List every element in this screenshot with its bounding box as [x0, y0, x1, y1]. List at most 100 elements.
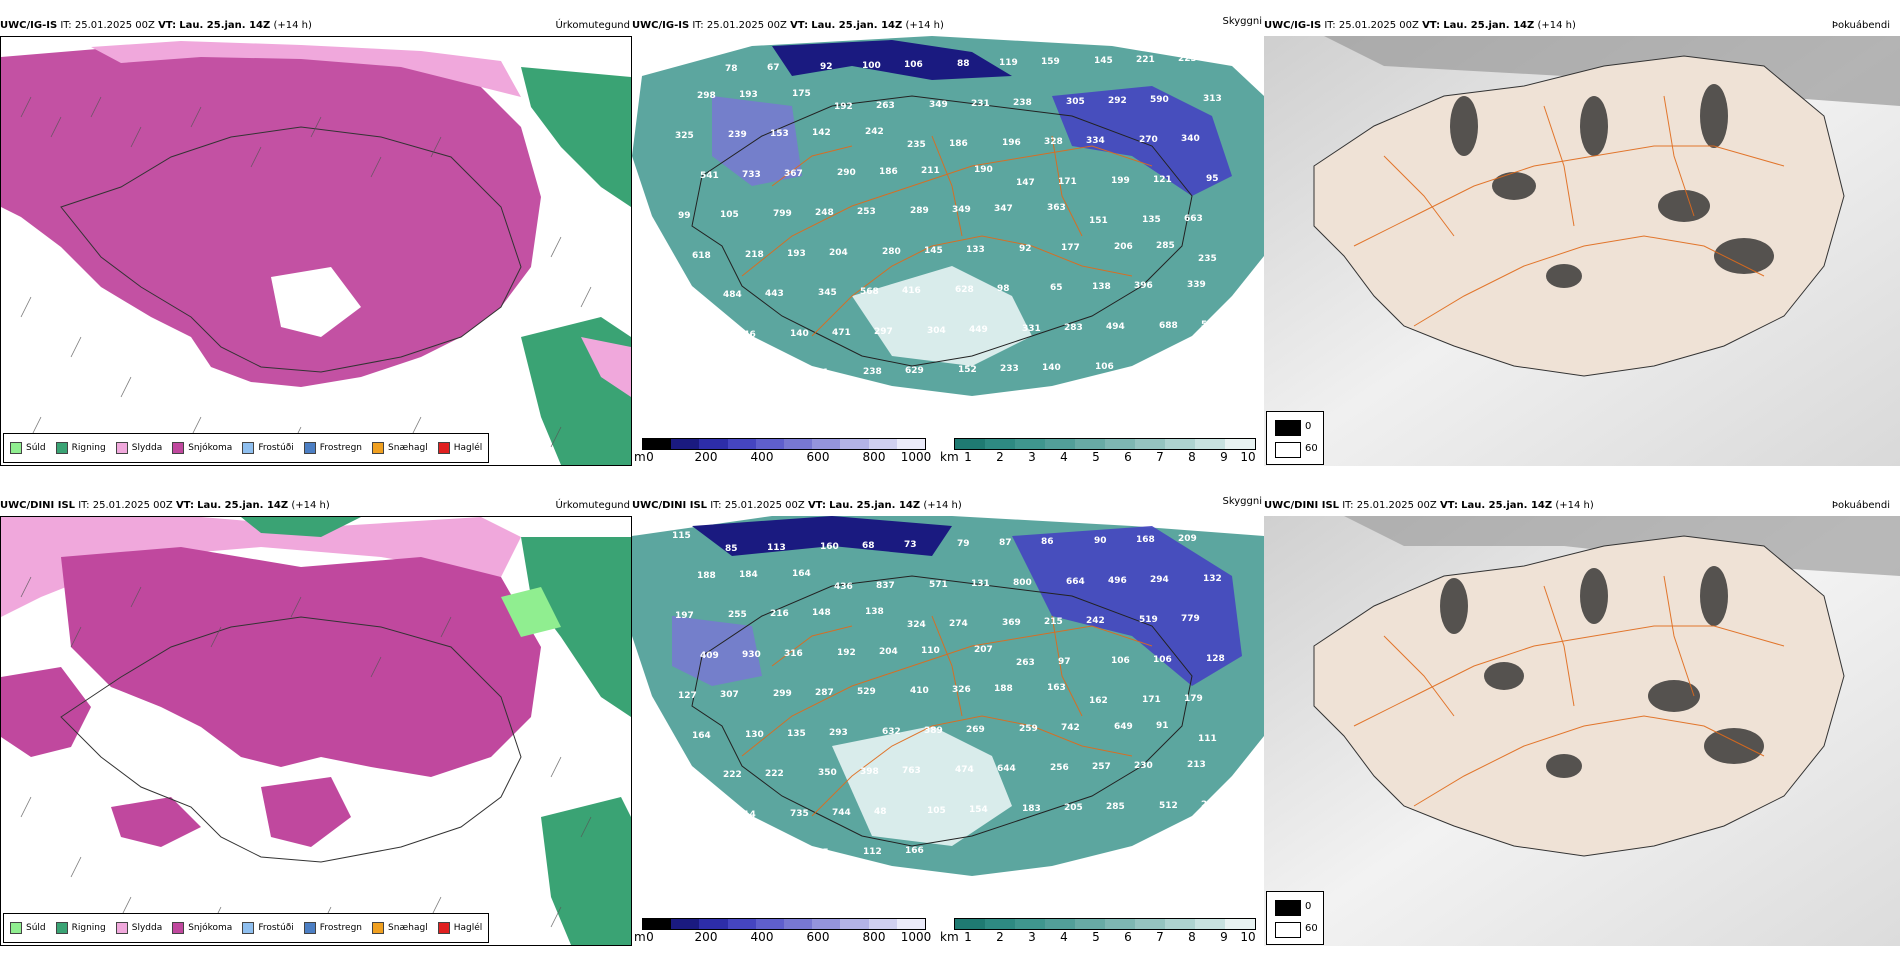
vt-value: Lau. 25.jan. 14Z — [197, 500, 289, 511]
cloud-base-label: 65 — [1050, 283, 1063, 293]
cloud-base-label: 188 — [994, 684, 1013, 694]
cloud-base-label: 363 — [1047, 203, 1066, 213]
vt-label: VT: — [807, 500, 826, 511]
tick-label: 9 — [1220, 930, 1228, 944]
cloud-base-label: 127 — [678, 691, 697, 701]
cloud-base-label: 257 — [1092, 762, 1111, 772]
fog-map-svg — [1264, 36, 1900, 466]
tick-label: 3 — [1028, 930, 1036, 944]
cloud-base-label: 192 — [834, 102, 853, 112]
cloud-base-label: 248 — [815, 208, 834, 218]
cloud-base-label: 307 — [720, 690, 739, 700]
cloud-base-label: 110 — [921, 646, 940, 656]
legend-swatch — [10, 922, 22, 934]
cloud-base-label: 269 — [966, 725, 985, 735]
cloud-base-label: 416 — [902, 286, 921, 296]
snow-sw — [111, 797, 201, 847]
cloud-base-label: 263 — [1016, 658, 1035, 668]
cloud-base-label: 290 — [837, 168, 856, 178]
cloud-base-label: 763 — [902, 766, 921, 776]
cloud-base-ne — [1052, 86, 1232, 196]
cloud-base-label: 324 — [907, 620, 926, 630]
cloud-base-label: 128 — [1206, 654, 1225, 664]
wind-barbs — [20, 96, 592, 448]
legend-label: Snæhagl — [388, 443, 428, 453]
coastline — [60, 126, 522, 373]
tick-label: 6 — [1124, 930, 1132, 944]
model-name: UWC/DINI ISL — [632, 500, 708, 511]
fog-swatch — [1275, 922, 1301, 938]
panel-title: Úrkomutegund — [555, 20, 630, 31]
cloud-base-label: 253 — [857, 207, 876, 217]
tick-label: 5 — [1092, 450, 1100, 464]
cloud-base-label: 92 — [820, 62, 833, 72]
legend-label: Frostúði — [258, 923, 294, 933]
visibility-ticks: 1 2 3 4 5 6 7 8 9 10 — [940, 930, 1260, 946]
cloud-base-label: 146 — [737, 330, 756, 340]
sleet-area — [91, 41, 521, 97]
vt-label: VT: — [175, 500, 194, 511]
cloud-base-label: 649 — [1114, 722, 1133, 732]
cloud-base-label: 78 — [725, 64, 738, 74]
cloud-base-label: 285 — [1156, 241, 1175, 251]
cloud-base-label: 437 — [673, 837, 692, 847]
cloud-base-label: 238 — [1013, 98, 1032, 108]
tick-label: 1000 — [900, 930, 932, 944]
cloud-base-label: 222 — [723, 770, 742, 780]
cloud-base-labels: 141 78 67 92 100 106 88 119 159 145 221 225 298 193 17… — [672, 51, 1222, 378]
cloud-base-label: 350 — [818, 768, 837, 778]
vt-label: VT: — [1439, 500, 1458, 511]
cloud-map-svg: 141 78 67 92 100 106 88 119 159 145 221 225 298 193 17… — [632, 36, 1264, 436]
cloud-map-svg: 115 85 113 160 68 73 79 87 86 90 168 209 188 184 164 43… — [632, 516, 1264, 916]
legend-swatch — [437, 922, 450, 934]
it-value: 25.01.2025 00Z — [706, 20, 787, 31]
cloud-base-label: 231 — [971, 99, 990, 109]
cloud-base-label: 632 — [882, 727, 901, 737]
cloud-base-label: 238 — [863, 367, 882, 377]
cloud-base-label: 239 — [728, 130, 747, 140]
panel-header: UWC/DINI ISL IT: 25.01.2025 00Z VT: Lau.… — [0, 496, 632, 516]
cloud-base-label: 177 — [1061, 243, 1080, 253]
cloud-base-label: 211 — [921, 166, 940, 176]
cloud-map: 141 78 67 92 100 106 88 119 159 145 221 225 298 193 17… — [632, 36, 1264, 436]
cloud-base-label: 88 — [957, 59, 970, 69]
legend-item: Snæhagl — [372, 922, 428, 934]
roads — [741, 135, 1153, 337]
legend-item: Frostúði — [242, 922, 294, 934]
cloud-base-label: 571 — [929, 580, 948, 590]
cloud-base-label: 148 — [812, 608, 831, 618]
cloud-base-label: 206 — [1114, 242, 1133, 252]
coastline — [60, 616, 522, 863]
cloud-base-north — [692, 516, 952, 556]
cloud-base-label: 289 — [910, 206, 929, 216]
fog-panel-2: UWC/DINI ISL IT: 25.01.2025 00Z VT: Lau.… — [1264, 496, 1900, 946]
cloud-base-label: 590 — [1150, 95, 1169, 105]
cloud-base-label: 214 — [737, 810, 756, 820]
cloud-base-label: 86 — [1041, 537, 1054, 547]
visibility-unit: km — [940, 930, 959, 944]
legend-swatch — [172, 922, 185, 934]
cloud-base-label: 398 — [860, 767, 879, 777]
cloud-base-label: 145 — [924, 246, 943, 256]
cloud-base-label: 349 — [929, 100, 948, 110]
ptype-map: Súld Rigning Slydda Snjókoma Frostúði Fr… — [0, 516, 632, 946]
cloud-base-label: 242 — [865, 127, 884, 137]
cloud-base-label: 800 — [1013, 578, 1032, 588]
cloud-base-ticks: 0 200 400 600 800 1000 — [634, 450, 934, 466]
cloud-map: 115 85 113 160 68 73 79 87 86 90 168 209 188 184 164 43… — [632, 516, 1264, 916]
sleet-se — [581, 337, 631, 397]
cloud-base-label: 193 — [787, 249, 806, 259]
cloud-base-label: 235 — [907, 140, 926, 150]
cloud-base-label: 339 — [1187, 280, 1206, 290]
iceland-coast — [691, 575, 1193, 847]
cloud-base-label: 733 — [742, 170, 761, 180]
cloud-base-label: 132 — [1203, 574, 1222, 584]
cloud-base-label: 242 — [1086, 616, 1105, 626]
it-value: 25.01.2025 00Z — [1356, 500, 1437, 511]
cloud-base-label: 137 — [673, 357, 692, 367]
vt-value: Lau. 25.jan. 14Z — [829, 500, 921, 511]
cloud-base-label: 160 — [820, 542, 839, 552]
cloud-base-label: 140 — [1042, 363, 1061, 373]
legend-label: Haglél — [453, 923, 483, 933]
vt-value: Lau. 25.jan. 14Z — [179, 20, 271, 31]
